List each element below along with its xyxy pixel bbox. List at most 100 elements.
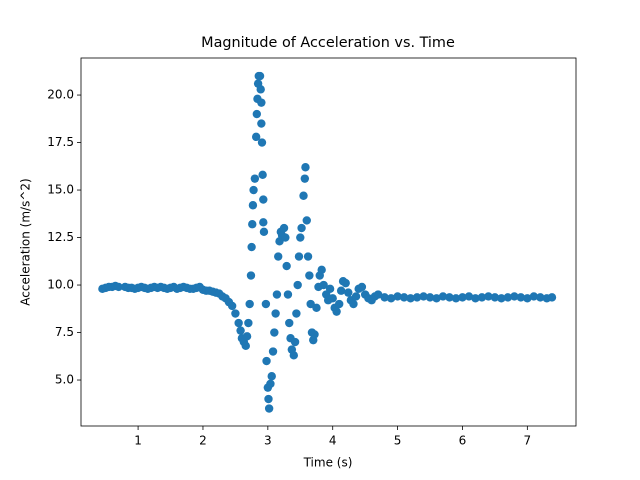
- y-tick-label: 17.5: [47, 135, 74, 149]
- point: [305, 271, 314, 280]
- point: [464, 292, 474, 301]
- point: [279, 223, 289, 233]
- point: [332, 307, 341, 316]
- point: [296, 233, 305, 242]
- point: [523, 294, 532, 303]
- point: [503, 293, 513, 302]
- x-tick-label: 4: [329, 434, 337, 448]
- point: [114, 282, 123, 292]
- y-tick-label: 10.0: [47, 278, 74, 292]
- point: [242, 332, 252, 341]
- point: [248, 201, 258, 210]
- point: [289, 351, 298, 360]
- point: [412, 293, 422, 302]
- point: [272, 290, 282, 299]
- point: [294, 252, 304, 261]
- point: [299, 191, 308, 200]
- point: [458, 293, 467, 302]
- point: [336, 286, 346, 295]
- point: [393, 292, 402, 301]
- point: [319, 280, 328, 290]
- point: [380, 293, 389, 302]
- y-tick-label: 12.5: [47, 230, 74, 244]
- point: [267, 372, 276, 381]
- point: [264, 404, 274, 413]
- point: [451, 294, 461, 303]
- point: [297, 223, 306, 233]
- point: [425, 293, 435, 302]
- point: [231, 309, 240, 318]
- point: [445, 293, 454, 302]
- point: [256, 85, 265, 94]
- point: [255, 71, 265, 81]
- point: [258, 170, 267, 180]
- point: [432, 294, 441, 303]
- point: [399, 293, 409, 302]
- point: [251, 132, 261, 142]
- y-axis-label: Acceleration (m/s^2): [19, 178, 33, 305]
- point: [419, 292, 428, 301]
- point: [241, 341, 250, 351]
- point: [234, 318, 243, 328]
- point: [259, 227, 269, 237]
- point: [293, 280, 302, 290]
- point: [325, 284, 335, 294]
- point: [516, 293, 526, 302]
- point: [268, 347, 278, 356]
- x-tick-label: 7: [524, 434, 532, 448]
- point: [261, 299, 271, 309]
- x-axis-label: Time (s): [303, 456, 353, 470]
- point: [236, 326, 245, 335]
- point: [227, 301, 237, 311]
- point: [341, 278, 350, 288]
- point: [250, 174, 260, 183]
- point: [246, 271, 256, 280]
- plot-frame: [80, 57, 577, 427]
- point: [490, 293, 500, 302]
- point: [249, 185, 258, 195]
- point: [477, 293, 487, 302]
- point: [271, 309, 280, 318]
- point: [300, 174, 310, 183]
- point: [285, 318, 294, 328]
- point: [264, 394, 273, 404]
- point: [536, 293, 545, 302]
- point: [292, 309, 301, 318]
- point: [510, 292, 519, 301]
- point: [262, 356, 271, 366]
- point: [290, 337, 300, 347]
- point: [283, 290, 293, 299]
- x-tick-label: 1: [134, 434, 142, 448]
- chart-title: Magnitude of Acceleration vs. Time: [201, 35, 455, 51]
- y-tick-label: 20.0: [47, 88, 74, 102]
- y-tick-label: 7.5: [55, 325, 74, 339]
- point: [301, 163, 310, 172]
- point: [252, 109, 262, 119]
- y-tick-label: 5.0: [55, 373, 74, 387]
- point: [312, 303, 321, 313]
- point: [281, 233, 290, 242]
- point: [471, 294, 480, 303]
- point: [438, 292, 448, 301]
- point: [328, 294, 337, 303]
- point: [245, 299, 254, 309]
- point: [282, 261, 291, 271]
- point: [274, 252, 283, 261]
- point: [344, 288, 353, 297]
- point: [529, 292, 539, 301]
- point: [266, 379, 275, 389]
- point: [302, 216, 311, 225]
- point: [349, 299, 358, 309]
- point: [257, 98, 266, 107]
- point: [406, 294, 415, 303]
- point: [351, 292, 361, 301]
- point: [386, 294, 396, 303]
- point: [547, 293, 557, 302]
- x-tick-label: 5: [394, 434, 402, 448]
- point: [257, 119, 266, 128]
- point: [373, 290, 383, 299]
- point: [248, 220, 257, 229]
- point: [303, 252, 313, 261]
